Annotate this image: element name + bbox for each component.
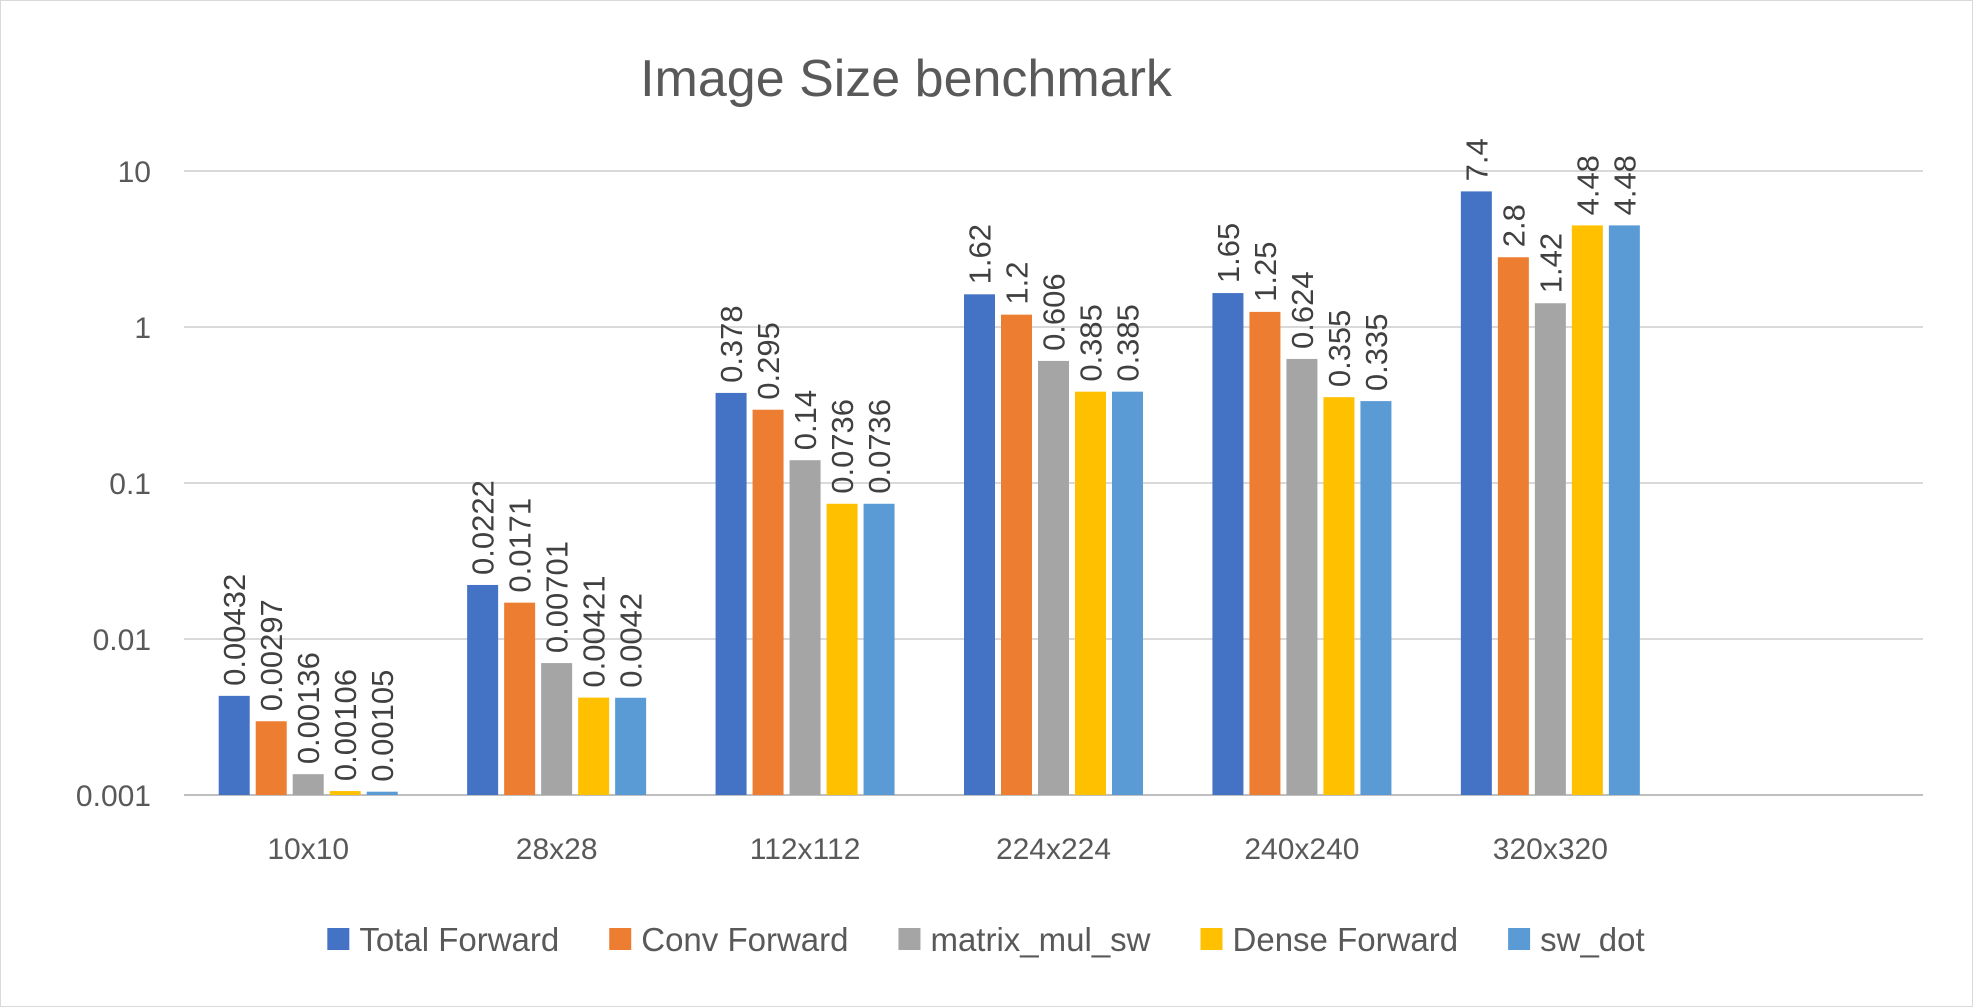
data-label: 1.62 xyxy=(963,224,998,284)
data-label: 0.335 xyxy=(1359,314,1394,392)
data-label: 4.48 xyxy=(1607,155,1642,215)
bar xyxy=(863,503,895,795)
y-tick-label: 0.001 xyxy=(76,780,151,813)
bar xyxy=(1286,358,1318,795)
x-axis-categories: 10x10 28x28 112x112 224x224 240x240 320x320 xyxy=(267,833,1608,866)
legend-item: Dense Forward xyxy=(1200,921,1459,958)
data-label: 0.624 xyxy=(1285,271,1320,349)
data-label: 0.14 xyxy=(788,390,823,450)
legend-label: Total Forward xyxy=(359,921,559,958)
data-label: 0.0736 xyxy=(825,399,860,494)
bar xyxy=(615,697,647,795)
bar xyxy=(1571,225,1603,795)
data-label: 1.25 xyxy=(1248,242,1283,302)
data-label: 1.65 xyxy=(1211,223,1246,283)
y-tick-label: 0.01 xyxy=(93,624,151,657)
data-label: 0.378 xyxy=(714,305,749,383)
bar xyxy=(964,294,995,795)
legend: Total Forward Conv Forward matrix_mul_sw De… xyxy=(327,921,1645,958)
data-label: 0.00297 xyxy=(254,599,289,711)
bar xyxy=(504,602,536,795)
legend-swatch xyxy=(327,928,350,950)
data-label: 2.8 xyxy=(1496,204,1531,247)
x-category-label: 224x224 xyxy=(996,833,1111,866)
data-label: 0.385 xyxy=(1074,304,1109,382)
x-category-label: 10x10 xyxy=(267,833,349,866)
bar xyxy=(1608,225,1640,795)
legend-swatch xyxy=(609,928,632,950)
legend-label: Conv Forward xyxy=(641,921,848,958)
data-label: 0.00432 xyxy=(217,574,252,686)
y-axis-ticks: 0.001 0.01 0.1 1 10 xyxy=(76,156,151,813)
data-label: 4.48 xyxy=(1570,155,1605,215)
data-label: 0.00105 xyxy=(365,670,400,782)
bar xyxy=(1001,314,1032,795)
legend-swatch xyxy=(898,928,921,950)
bar xyxy=(1460,191,1492,796)
x-category-label: 28x28 xyxy=(516,833,598,866)
data-label: 0.385 xyxy=(1111,304,1146,382)
y-tick-label: 1 xyxy=(134,312,151,345)
x-category-label: 240x240 xyxy=(1244,833,1359,866)
data-label: 0.0042 xyxy=(614,593,649,688)
bar xyxy=(366,791,398,795)
data-label: 1.42 xyxy=(1533,233,1568,293)
bar xyxy=(1497,257,1529,795)
x-category-label: 320x320 xyxy=(1493,833,1608,866)
bar xyxy=(715,392,747,795)
bar xyxy=(218,695,250,795)
bar xyxy=(1112,391,1143,795)
legend-item: Total Forward xyxy=(327,921,559,958)
bar xyxy=(1249,311,1281,795)
legend-label: Dense Forward xyxy=(1233,921,1459,958)
y-tick-label: 0.1 xyxy=(109,468,151,501)
bar xyxy=(255,721,287,795)
bars xyxy=(218,191,1640,796)
bar xyxy=(1075,391,1106,795)
data-label: 0.00701 xyxy=(540,541,575,653)
data-label: 7.4 xyxy=(1459,138,1494,181)
bar xyxy=(1360,401,1392,795)
data-label: 0.355 xyxy=(1322,310,1357,388)
data-labels: 0.00432 0.00297 0.00136 0.00106 0.00105 0.022… xyxy=(217,138,1642,781)
data-label: 0.0736 xyxy=(862,399,897,494)
legend-item: sw_dot xyxy=(1508,921,1645,958)
bar xyxy=(1212,293,1244,795)
bar xyxy=(329,791,361,795)
bar xyxy=(578,697,610,795)
chart-title: Image Size benchmark xyxy=(640,50,1173,108)
legend-item: matrix_mul_sw xyxy=(898,921,1151,958)
data-label: 0.295 xyxy=(751,322,786,400)
data-label: 0.00106 xyxy=(328,669,363,781)
bar xyxy=(1038,360,1069,795)
y-tick-label: 10 xyxy=(118,156,151,189)
data-label: 0.00136 xyxy=(291,652,326,764)
bar xyxy=(292,774,324,795)
bar xyxy=(1323,397,1355,795)
legend-swatch xyxy=(1508,928,1531,950)
data-label: 0.606 xyxy=(1037,273,1072,351)
bar xyxy=(826,503,858,795)
legend-swatch xyxy=(1200,928,1223,950)
legend-item: Conv Forward xyxy=(609,921,848,958)
data-label: 0.00421 xyxy=(577,576,612,688)
bar xyxy=(752,409,784,795)
bar xyxy=(789,460,821,795)
data-label: 0.0222 xyxy=(466,480,501,575)
data-label: 1.2 xyxy=(1000,262,1035,305)
bar xyxy=(467,584,499,795)
bar xyxy=(541,663,573,795)
legend-label: sw_dot xyxy=(1540,921,1645,958)
x-category-label: 112x112 xyxy=(750,833,861,866)
bar xyxy=(1534,303,1566,795)
legend-label: matrix_mul_sw xyxy=(930,921,1150,958)
data-label: 0.0171 xyxy=(503,498,538,593)
